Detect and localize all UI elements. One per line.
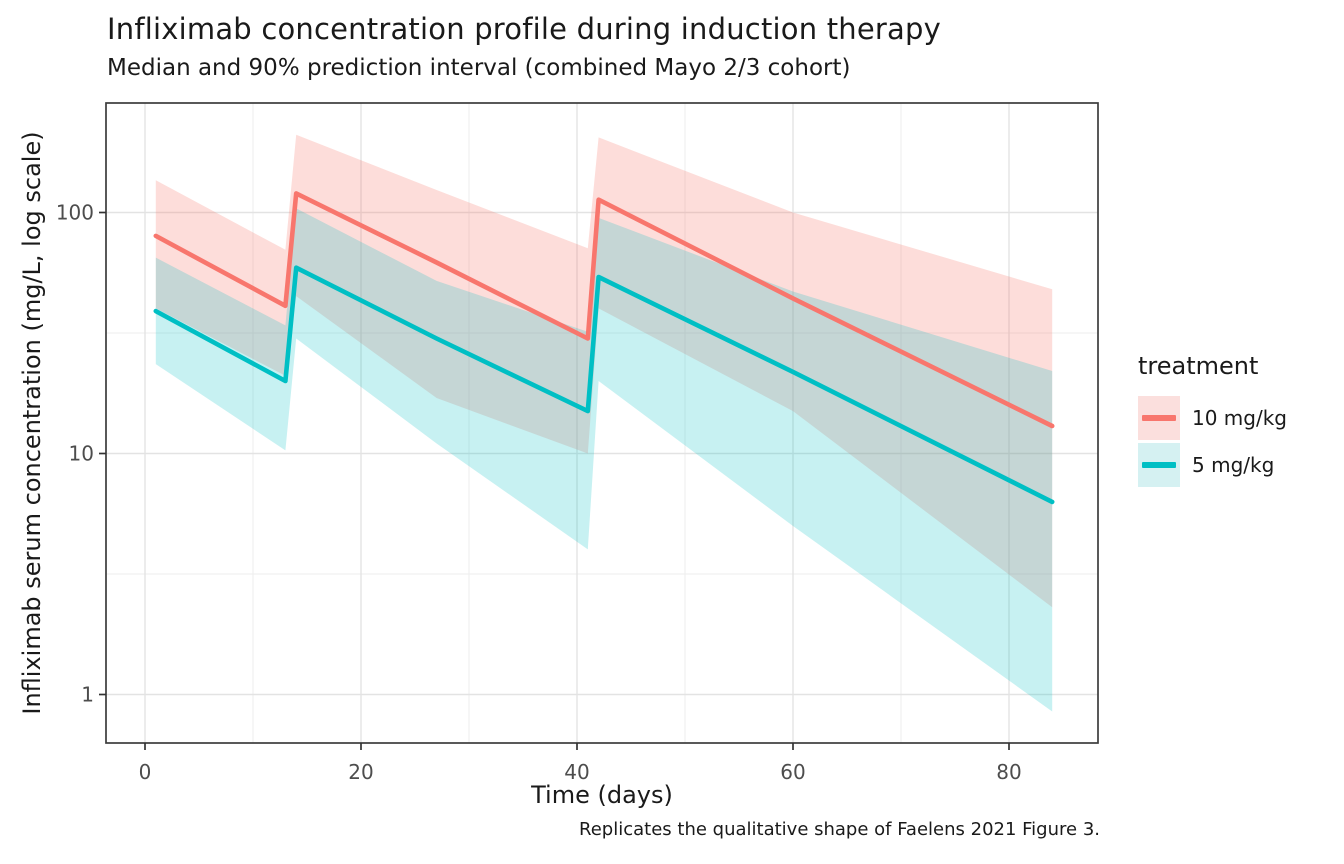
y-tick-label: 100 [56,201,94,225]
legend-entry-label: 5 mg/kg [1192,453,1275,477]
x-tick-label: 60 [780,760,805,784]
legend-key-line-icon [1142,415,1176,421]
legend-title: treatment [1138,352,1259,380]
legend-key-swatch-10mgkg [1138,396,1180,440]
legend-key-line-icon [1142,462,1176,468]
y-axis-title: Infliximab serum concentration (mg/L, lo… [18,131,46,715]
legend: treatment 10 mg/kg 5 mg/kg [1138,352,1287,490]
gridlines [106,103,1098,743]
median-line-10mgkg [153,191,1055,429]
plot-subtitle: Median and 90% prediction interval (comb… [107,55,851,81]
x-tick-label: 80 [996,760,1021,784]
x-tick-label: 40 [564,760,589,784]
legend-entry-5mgkg: 5 mg/kg [1138,443,1287,487]
prediction-ribbon-5mgkg [155,208,1053,712]
x-tick-label: 0 [139,760,152,784]
axes: 0 20 40 60 80 1 10 100 [56,201,1022,785]
plot-title: Infliximab concentration profile during … [107,12,941,46]
panel-border [105,102,1099,744]
x-tick-label: 20 [348,760,373,784]
y-tick-label: 10 [69,442,94,466]
panel-background [106,103,1098,743]
data-layer [153,134,1055,712]
y-tick-label: 1 [81,683,94,707]
legend-entry-label: 10 mg/kg [1192,406,1287,430]
prediction-ribbon-10mgkg [155,134,1053,608]
median-line-5mgkg [153,265,1055,505]
legend-key-swatch-5mgkg [1138,443,1180,487]
legend-entry-10mgkg: 10 mg/kg [1138,396,1287,440]
plot-caption: Replicates the qualitative shape of Fael… [579,819,1100,840]
x-axis-title: Time (days) [531,781,673,809]
